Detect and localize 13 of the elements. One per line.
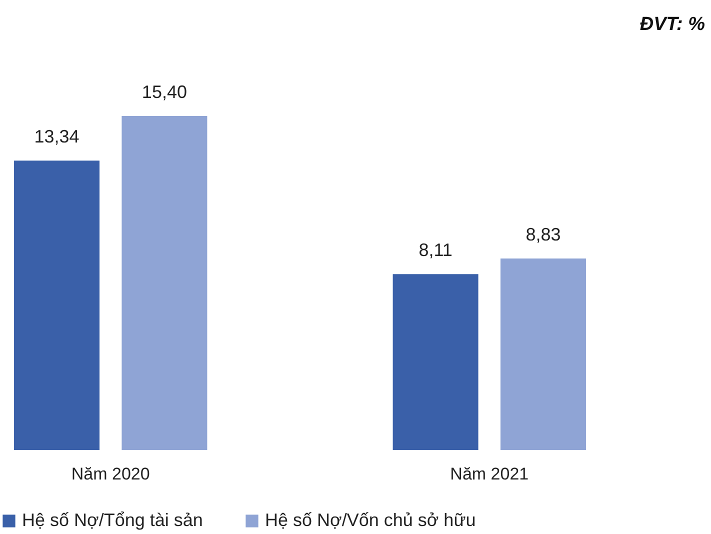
x-tick-label: Năm 2020 [71, 464, 150, 484]
text: ĐVT: % [640, 14, 705, 36]
legend-label: Hệ số Nợ/Vốn chủ sở hữu [265, 510, 476, 530]
bar [392, 274, 478, 450]
data-label: 8,11 [418, 240, 452, 260]
bar [122, 116, 208, 450]
legend-label: Hệ số Nợ/Tổng tài sản [22, 510, 203, 530]
data-label: 15,40 [142, 82, 187, 102]
bar [500, 258, 586, 450]
data-label: 13,34 [34, 126, 80, 147]
data-label: 8,83 [526, 224, 561, 244]
bar [14, 160, 100, 450]
x-tick-label: Năm 2021 [450, 464, 529, 484]
